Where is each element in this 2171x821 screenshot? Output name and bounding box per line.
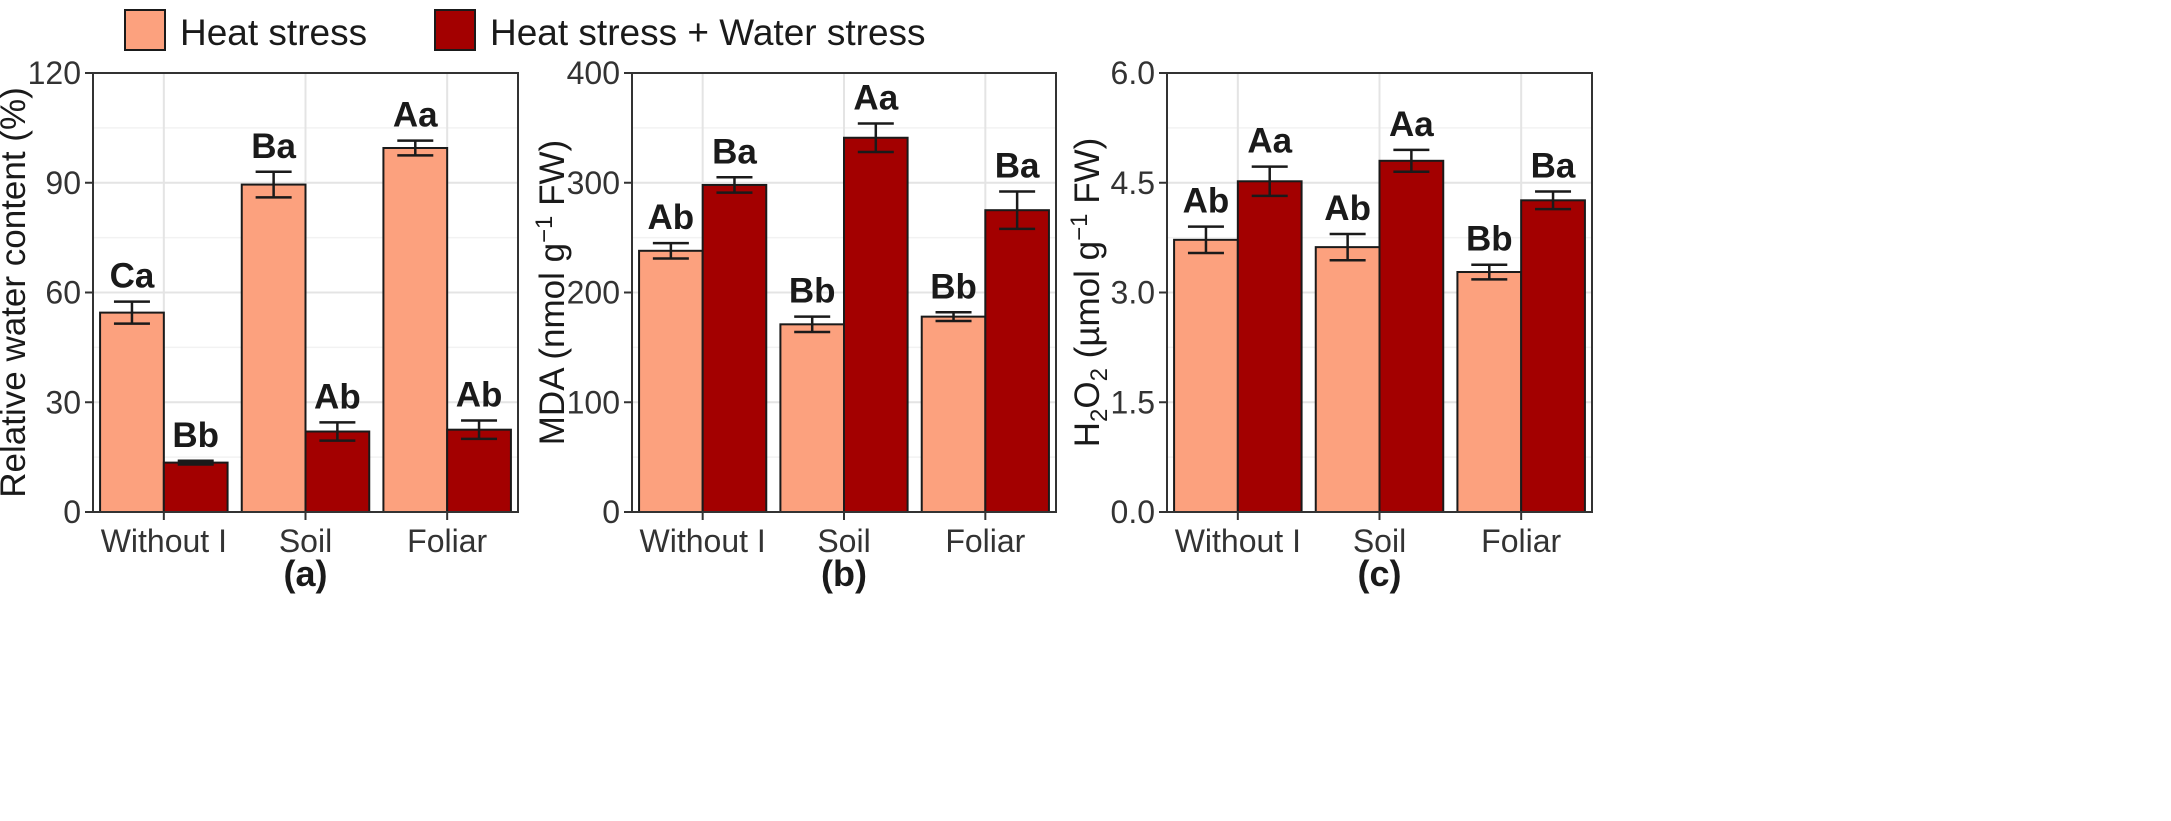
significance-label: Ba bbox=[712, 132, 757, 171]
bar-heat-water-stress-1 bbox=[1236, 180, 1303, 514]
legend-label-heat-stress: Heat stress bbox=[180, 12, 367, 53]
x-tick-label: Without I bbox=[640, 523, 766, 559]
bar-heat-stress-2 bbox=[240, 183, 307, 513]
y-tick-label: 60 bbox=[45, 275, 81, 311]
y-axis-title-sup: −1 bbox=[1066, 214, 1093, 241]
significance-label: Ab bbox=[1183, 182, 1230, 221]
panel-1: Ca Ba Aa Bb Ab Ab 0 30 60 90 120 Without I Soil Folia… bbox=[0, 55, 519, 594]
x-tick-label: Foliar bbox=[1481, 523, 1561, 559]
significance-label: Ab bbox=[456, 376, 503, 415]
y-tick-label: 4.5 bbox=[1111, 165, 1155, 201]
bar-heat-water-stress-2 bbox=[843, 136, 909, 513]
bar-heat-stress-1 bbox=[638, 249, 704, 513]
bar-heat-stress-3 bbox=[1456, 271, 1523, 513]
significance-label: Bb bbox=[1466, 220, 1513, 259]
y-tick-label: 3.0 bbox=[1111, 275, 1155, 311]
x-tick-label: Foliar bbox=[945, 523, 1025, 559]
x-tick-label: Foliar bbox=[407, 523, 487, 559]
significance-label: Bb bbox=[172, 416, 219, 455]
y-tick-label: 6.0 bbox=[1111, 55, 1155, 91]
panel-label: (b) bbox=[821, 553, 867, 594]
bar-heat-water-stress-3 bbox=[446, 428, 512, 513]
legend-swatch-heat-water-stress bbox=[434, 9, 476, 51]
x-tick-label: Soil bbox=[1353, 523, 1406, 559]
bar-heat-stress-3 bbox=[382, 146, 449, 514]
bar-heat-stress-3 bbox=[920, 315, 987, 513]
panel-2: Ab Bb Bb Ba Aa Ba 0 100 200 300 400 Without I Soil Fo… bbox=[531, 55, 1057, 594]
y-tick-label: 0 bbox=[602, 494, 620, 530]
bar-heat-water-stress-2 bbox=[304, 430, 371, 513]
bar-heat-stress-1 bbox=[1173, 238, 1239, 513]
x-tick-label: Without I bbox=[1175, 523, 1301, 559]
significance-label: Ba bbox=[1531, 147, 1576, 186]
y-axis-title: Relative water content (%) bbox=[0, 87, 33, 497]
significance-label: Ca bbox=[110, 257, 155, 296]
significance-label: Ba bbox=[995, 147, 1040, 186]
y-tick-label: 1.5 bbox=[1111, 384, 1155, 420]
y-axis-title-part: O bbox=[1068, 381, 1107, 408]
bar-heat-water-stress-3 bbox=[1520, 199, 1586, 513]
y-tick-label: 90 bbox=[45, 165, 81, 201]
bar-heat-water-stress-1 bbox=[162, 461, 229, 513]
y-tick-label: 300 bbox=[567, 165, 620, 201]
y-tick-label: 120 bbox=[28, 55, 81, 91]
significance-label: Bb bbox=[930, 267, 977, 306]
significance-label: Aa bbox=[853, 78, 898, 117]
y-axis-title-sup: −1 bbox=[531, 216, 558, 243]
bar-heat-water-stress-3 bbox=[984, 209, 1050, 513]
significance-label: Ba bbox=[251, 127, 296, 166]
significance-label: Ab bbox=[1324, 189, 1371, 228]
y-axis-title-part: (µmol g bbox=[1068, 241, 1107, 368]
legend: Heat stress Heat stress + Water stress bbox=[124, 9, 926, 53]
bar-heat-stress-2 bbox=[779, 323, 846, 514]
y-axis-title-part: FW) bbox=[533, 140, 572, 216]
bar-heat-water-stress-2 bbox=[1378, 159, 1445, 514]
y-tick-label: 400 bbox=[567, 55, 620, 91]
y-axis-title-part: MDA (nmol g bbox=[533, 243, 572, 445]
x-tick-label: Soil bbox=[279, 523, 332, 559]
significance-label: Aa bbox=[1247, 122, 1292, 161]
significance-label: Aa bbox=[1389, 105, 1434, 144]
y-axis-title: MDA (nmol g−1 FW) bbox=[531, 140, 572, 445]
y-axis-title-part: H bbox=[1068, 422, 1107, 447]
y-tick-label: 200 bbox=[567, 275, 620, 311]
y-axis-title: H2O2 (µmol g−1 FW) bbox=[1066, 138, 1113, 448]
significance-label: Bb bbox=[789, 272, 836, 311]
panel-3: Ab Ab Bb Aa Aa Ba 0.0 1.5 3.0 4.5 6.0 Without I Soil… bbox=[1066, 55, 1593, 594]
panel-label: (a) bbox=[284, 553, 328, 594]
y-tick-label: 100 bbox=[567, 384, 620, 420]
bar-heat-water-stress-1 bbox=[701, 183, 768, 513]
x-tick-label: Without I bbox=[101, 523, 227, 559]
y-axis-title-sub: 2 bbox=[1086, 368, 1113, 381]
significance-label: Ab bbox=[648, 198, 695, 237]
bar-heat-stress-2 bbox=[1314, 246, 1381, 514]
y-tick-label: 0.0 bbox=[1111, 494, 1155, 530]
legend-swatch-heat-stress bbox=[124, 9, 166, 51]
significance-label: Aa bbox=[393, 96, 438, 135]
y-tick-label: 30 bbox=[45, 384, 81, 420]
y-axis-title-part: FW) bbox=[1068, 138, 1107, 214]
legend-label-heat-water-stress: Heat stress + Water stress bbox=[490, 12, 926, 53]
y-axis-title-sub: 2 bbox=[1086, 409, 1113, 422]
panel-label: (c) bbox=[1358, 553, 1402, 594]
bar-heat-stress-1 bbox=[99, 311, 165, 513]
chart-panels: Ca Ba Aa Bb Ab Ab 0 30 60 90 120 Without I Soil Folia… bbox=[0, 55, 1593, 594]
y-tick-label: 0 bbox=[63, 494, 81, 530]
significance-label: Ab bbox=[314, 377, 361, 416]
x-tick-label: Soil bbox=[817, 523, 870, 559]
